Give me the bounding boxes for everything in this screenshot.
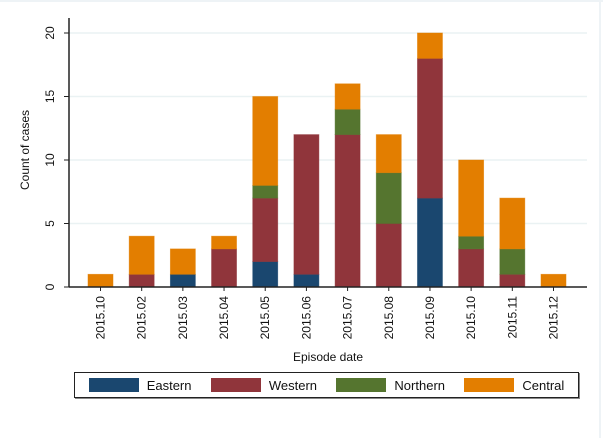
legend: Eastern Western Northern Central: [74, 372, 579, 398]
x-tick-label: 2015.03: [176, 296, 190, 340]
bar-segment-central: [252, 96, 279, 186]
x-tick-label: 2015.10: [94, 296, 108, 340]
bar-segment-western: [252, 197, 279, 263]
x-tick-label: 2015.07: [341, 296, 355, 340]
bar-segment-eastern: [417, 197, 443, 288]
bar-segment-eastern: [252, 261, 279, 288]
bar-segment-central: [375, 134, 402, 174]
bar-segment-western: [375, 223, 402, 288]
bar-segment-central: [211, 235, 237, 250]
legend-label-western: Western: [268, 377, 318, 393]
bar-segment-western: [293, 134, 320, 275]
legend-swatch-western: [210, 378, 261, 392]
bar-segment-northern: [334, 108, 361, 135]
legend-label-eastern: Eastern: [146, 377, 192, 393]
bar-segment-central: [499, 197, 526, 250]
x-tick-label: 2015.02: [135, 296, 149, 340]
bar-segment-western: [458, 248, 485, 288]
y-ticks: 0 5 10 15 20: [43, 26, 69, 290]
x-tick-label: 2015.06: [299, 296, 313, 340]
bar-segment-northern: [252, 184, 279, 199]
legend-label-central: Central: [522, 377, 565, 393]
x-tick-label: 2015.05: [258, 296, 272, 340]
bar-segment-eastern: [293, 273, 320, 288]
legend-item-western: Western: [210, 377, 318, 393]
bar-segment-central: [87, 273, 114, 288]
y-tick-label: 15: [43, 90, 57, 104]
legend-item-eastern: Eastern: [88, 377, 192, 393]
bar-segment-western: [211, 248, 237, 288]
frame-right-border: [599, 0, 601, 438]
x-tick-label: 2015.10: [464, 296, 478, 340]
bar-segment-northern: [375, 172, 402, 224]
x-axis-title: Episode date: [293, 350, 363, 364]
bar-segment-central: [128, 235, 155, 275]
gridlines: [69, 32, 587, 225]
bars: [87, 32, 567, 288]
frame-top-border: [0, 0, 603, 2]
bar-segment-western: [499, 273, 526, 288]
bar-segment-central: [417, 32, 443, 59]
x-tick-label: 2015.11: [505, 296, 519, 339]
y-tick-label: 5: [43, 220, 57, 227]
y-tick-label: 20: [43, 26, 57, 40]
bar-segment-western: [334, 134, 361, 288]
x-tick-label: 2015.08: [382, 296, 396, 340]
bar-segment-central: [334, 83, 361, 110]
legend-swatch-eastern: [88, 378, 139, 392]
legend-item-central: Central: [464, 378, 564, 393]
legend-swatch-northern: [336, 378, 387, 392]
bar-segment-western: [417, 58, 443, 199]
x-tick-label: 2015.12: [547, 296, 561, 340]
y-axis-title: Count of cases: [18, 110, 32, 190]
x-ticks: 2015.10 2015.02 2015.03 2015.04 2015.05 2015.…: [94, 287, 561, 339]
y-tick-label: 10: [43, 153, 57, 167]
bar-segment-central: [458, 159, 485, 237]
axes: [68, 18, 587, 288]
bar-segment-central: [540, 273, 567, 288]
legend-item-northern: Northern: [336, 378, 445, 393]
bar-segment-northern: [458, 235, 485, 250]
x-tick-label: 2015.09: [423, 296, 437, 340]
legend-label-northern: Northern: [394, 377, 445, 393]
bar-segment-western: [128, 273, 155, 288]
x-tick-label: 2015.04: [217, 296, 231, 340]
legend-swatch-central: [464, 378, 515, 392]
bar-segment-central: [169, 248, 196, 275]
bar-segment-eastern: [169, 273, 196, 288]
y-tick-label: 0: [43, 283, 57, 290]
bar-segment-northern: [499, 248, 526, 275]
